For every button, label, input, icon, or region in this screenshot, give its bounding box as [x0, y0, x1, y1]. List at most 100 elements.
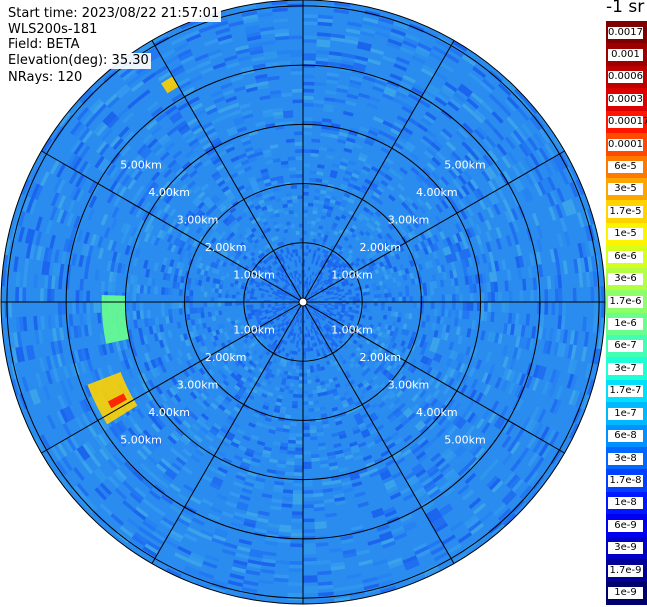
colorbar-cell: 0.0006 [606, 65, 647, 89]
heat-cell [414, 420, 424, 429]
heat-cell [73, 485, 87, 500]
heat-cell [285, 138, 295, 143]
heat-cell [144, 517, 158, 529]
heat-cell [348, 254, 354, 260]
heat-cell [290, 53, 303, 58]
heat-cell [243, 521, 256, 528]
heat-cell [186, 375, 194, 384]
heat-cell [376, 285, 381, 291]
heat-cell [303, 522, 315, 526]
heat-cell [137, 219, 145, 230]
heat-cell [303, 35, 317, 40]
heat-cell [316, 210, 323, 216]
heat-cell [478, 199, 487, 211]
heat-cell [267, 284, 272, 288]
heat-cell [372, 178, 381, 186]
heat-cell [127, 427, 138, 439]
heat-cell [346, 324, 351, 329]
heat-cell [419, 340, 425, 348]
heat-cell [312, 206, 318, 211]
heat-cell [113, 195, 122, 207]
heat-cell [339, 314, 344, 318]
heat-cell [295, 231, 300, 235]
heat-cell [152, 325, 157, 334]
heat-cell [455, 352, 462, 362]
heat-cell [380, 585, 397, 594]
heat-cell [211, 579, 228, 587]
heat-cell [397, 312, 402, 318]
heat-cell [320, 287, 324, 291]
heat-cell [442, 84, 456, 95]
heat-cell [502, 170, 513, 183]
heat-cell [82, 398, 91, 412]
heat-cell [330, 292, 334, 295]
heat-cell [158, 460, 169, 471]
heat-cell [72, 187, 82, 201]
heat-cell [125, 283, 130, 293]
heat-cell [171, 462, 182, 472]
heat-cell [319, 314, 324, 318]
heat-cell [110, 218, 118, 230]
heat-cell [376, 572, 392, 580]
heat-cell [281, 304, 286, 307]
heat-cell [272, 393, 279, 399]
heat-cell [156, 229, 164, 239]
heat-cell [458, 221, 466, 232]
heat-cell [411, 313, 417, 320]
heat-cell [384, 157, 394, 165]
heat-cell [310, 153, 319, 158]
heat-cell [157, 374, 165, 384]
heat-cell [431, 322, 437, 331]
heat-cell [511, 478, 524, 493]
heat-cell [367, 467, 379, 475]
heat-cell [382, 436, 392, 444]
heat-cell [361, 412, 369, 420]
heat-cell [420, 302, 424, 309]
heat-cell [421, 117, 433, 127]
heat-cell [374, 268, 380, 274]
heat-cell [416, 302, 421, 309]
heat-cell [466, 180, 476, 192]
heat-cell [465, 425, 476, 437]
heat-cell [177, 492, 190, 502]
heat-cell [330, 169, 338, 175]
heat-cell [349, 127, 359, 133]
heat-cell [178, 302, 183, 309]
heat-cell [392, 218, 400, 226]
heat-cell [323, 234, 329, 239]
heat-cell [316, 282, 320, 287]
heat-cell [386, 425, 395, 434]
heat-cell [384, 264, 390, 271]
heat-cell [338, 264, 343, 269]
heat-cell [411, 463, 422, 472]
heat-cell [59, 327, 65, 341]
heat-cell [316, 171, 324, 176]
heat-cell [175, 456, 187, 466]
heat-cell [274, 386, 280, 392]
heat-cell [73, 215, 81, 229]
heat-cell [507, 382, 516, 395]
heat-cell [308, 333, 311, 338]
heat-cell [349, 194, 357, 201]
heat-cell [440, 87, 454, 98]
heat-cell [198, 262, 204, 270]
heat-cell [385, 458, 396, 467]
heat-cell [146, 390, 154, 401]
heat-cell [390, 526, 405, 535]
heat-cell [403, 341, 410, 349]
heat-cell [303, 117, 313, 121]
heat-cell [315, 349, 320, 354]
heat-cell [414, 175, 424, 184]
heat-cell [482, 273, 487, 284]
heat-cell [395, 138, 406, 148]
heat-cell [169, 432, 180, 442]
heat-cell [87, 424, 98, 438]
heat-cell [457, 127, 469, 139]
heat-cell [332, 313, 337, 317]
ring-label: 3.00km [388, 214, 430, 227]
heat-cell [524, 99, 538, 115]
heat-cell [321, 179, 329, 184]
heat-cell [369, 470, 380, 478]
heat-cell [287, 443, 296, 448]
heat-cell [134, 486, 147, 498]
